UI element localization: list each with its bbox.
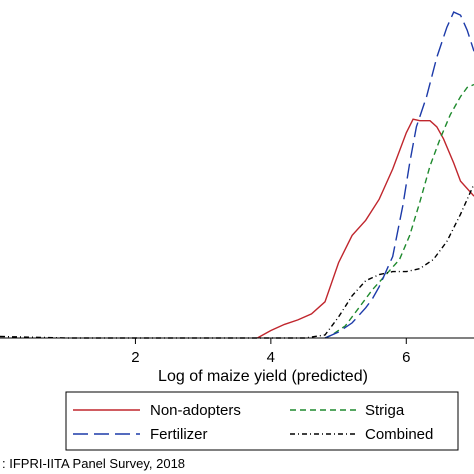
x-tick-label: 2	[131, 349, 139, 366]
x-axis-ticks: 2 4 6	[131, 338, 410, 366]
legend: Non-adopters Striga Fertilizer Combined	[65, 391, 459, 451]
series-line-combined	[0, 183, 474, 339]
legend-label-non-adopters: Non-adopters	[150, 402, 241, 419]
legend-label-striga: Striga	[365, 402, 405, 419]
plot-area	[0, 11, 474, 339]
x-tick-label: 6	[402, 349, 410, 366]
legend-label-fertilizer: Fertilizer	[150, 426, 208, 443]
series-line-fertilizer	[324, 11, 474, 339]
series-line-non-adopters	[256, 118, 474, 339]
source-note: : IFPRI-IITA Panel Survey, 2018	[2, 456, 185, 471]
legend-label-combined: Combined	[365, 426, 433, 443]
legend-box	[65, 391, 459, 451]
x-axis-title: Log of maize yield (predicted)	[158, 368, 368, 385]
series-line-striga	[324, 83, 474, 339]
x-tick-label: 4	[267, 349, 275, 366]
